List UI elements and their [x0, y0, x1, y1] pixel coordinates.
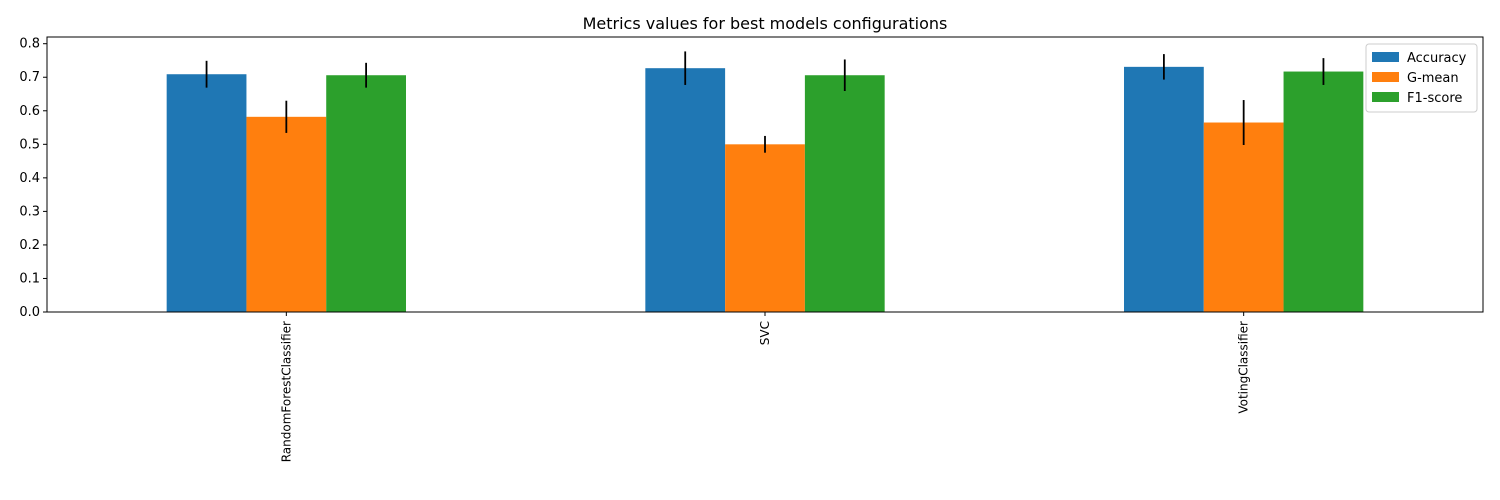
bar-f1-score-votingclassifier — [1283, 71, 1364, 312]
y-tick-label: 0.5 — [19, 137, 40, 152]
legend: Accuracy G-mean F1-score — [1365, 43, 1478, 113]
x-axis: RandomForestClassifier SVC VotingClassifie… — [279, 312, 1251, 462]
bar-accuracy-votingclassifier — [1124, 66, 1204, 312]
plot-frame — [46, 36, 1484, 313]
y-tick-label: 0.2 — [19, 238, 40, 253]
y-tick-label: 0.8 — [19, 37, 40, 52]
bar-f1-score-svc — [804, 75, 885, 312]
bar-g-mean-randomforestclassifier — [246, 116, 327, 312]
y-tick-label: 0.7 — [19, 70, 40, 85]
y-axis: 0.0 0.1 0.2 0.3 0.4 0.5 0.6 0.7 0.8 — [19, 37, 47, 320]
y-tick-label: 0.6 — [19, 104, 40, 119]
bar-g-mean-svc — [725, 144, 805, 312]
y-tick-label: 0.0 — [19, 305, 40, 320]
legend-swatch-g-mean — [1372, 72, 1399, 82]
bar-accuracy-randomforestclassifier — [166, 74, 247, 312]
bars-group — [166, 66, 1364, 312]
y-tick-label: 0.3 — [19, 204, 40, 219]
legend-swatch-f1-score — [1372, 92, 1399, 102]
error-bars-group — [205, 51, 1325, 153]
bar-f1-score-randomforestclassifier — [326, 75, 406, 312]
legend-label-f1-score: F1-score — [1407, 91, 1462, 106]
x-tick-label: RandomForestClassifier — [279, 321, 293, 462]
legend-label-accuracy: Accuracy — [1407, 51, 1467, 66]
x-tick-label: VotingClassifier — [1237, 321, 1251, 414]
legend-label-g-mean: G-mean — [1407, 71, 1459, 86]
y-tick-label: 0.1 — [19, 271, 40, 286]
y-tick-label: 0.4 — [19, 171, 40, 186]
chart-title: Metrics values for best models configura… — [583, 14, 948, 33]
x-tick-label: SVC — [758, 321, 772, 345]
bar-accuracy-svc — [645, 68, 726, 312]
legend-swatch-accuracy — [1372, 52, 1399, 62]
bar-g-mean-votingclassifier — [1203, 122, 1284, 312]
